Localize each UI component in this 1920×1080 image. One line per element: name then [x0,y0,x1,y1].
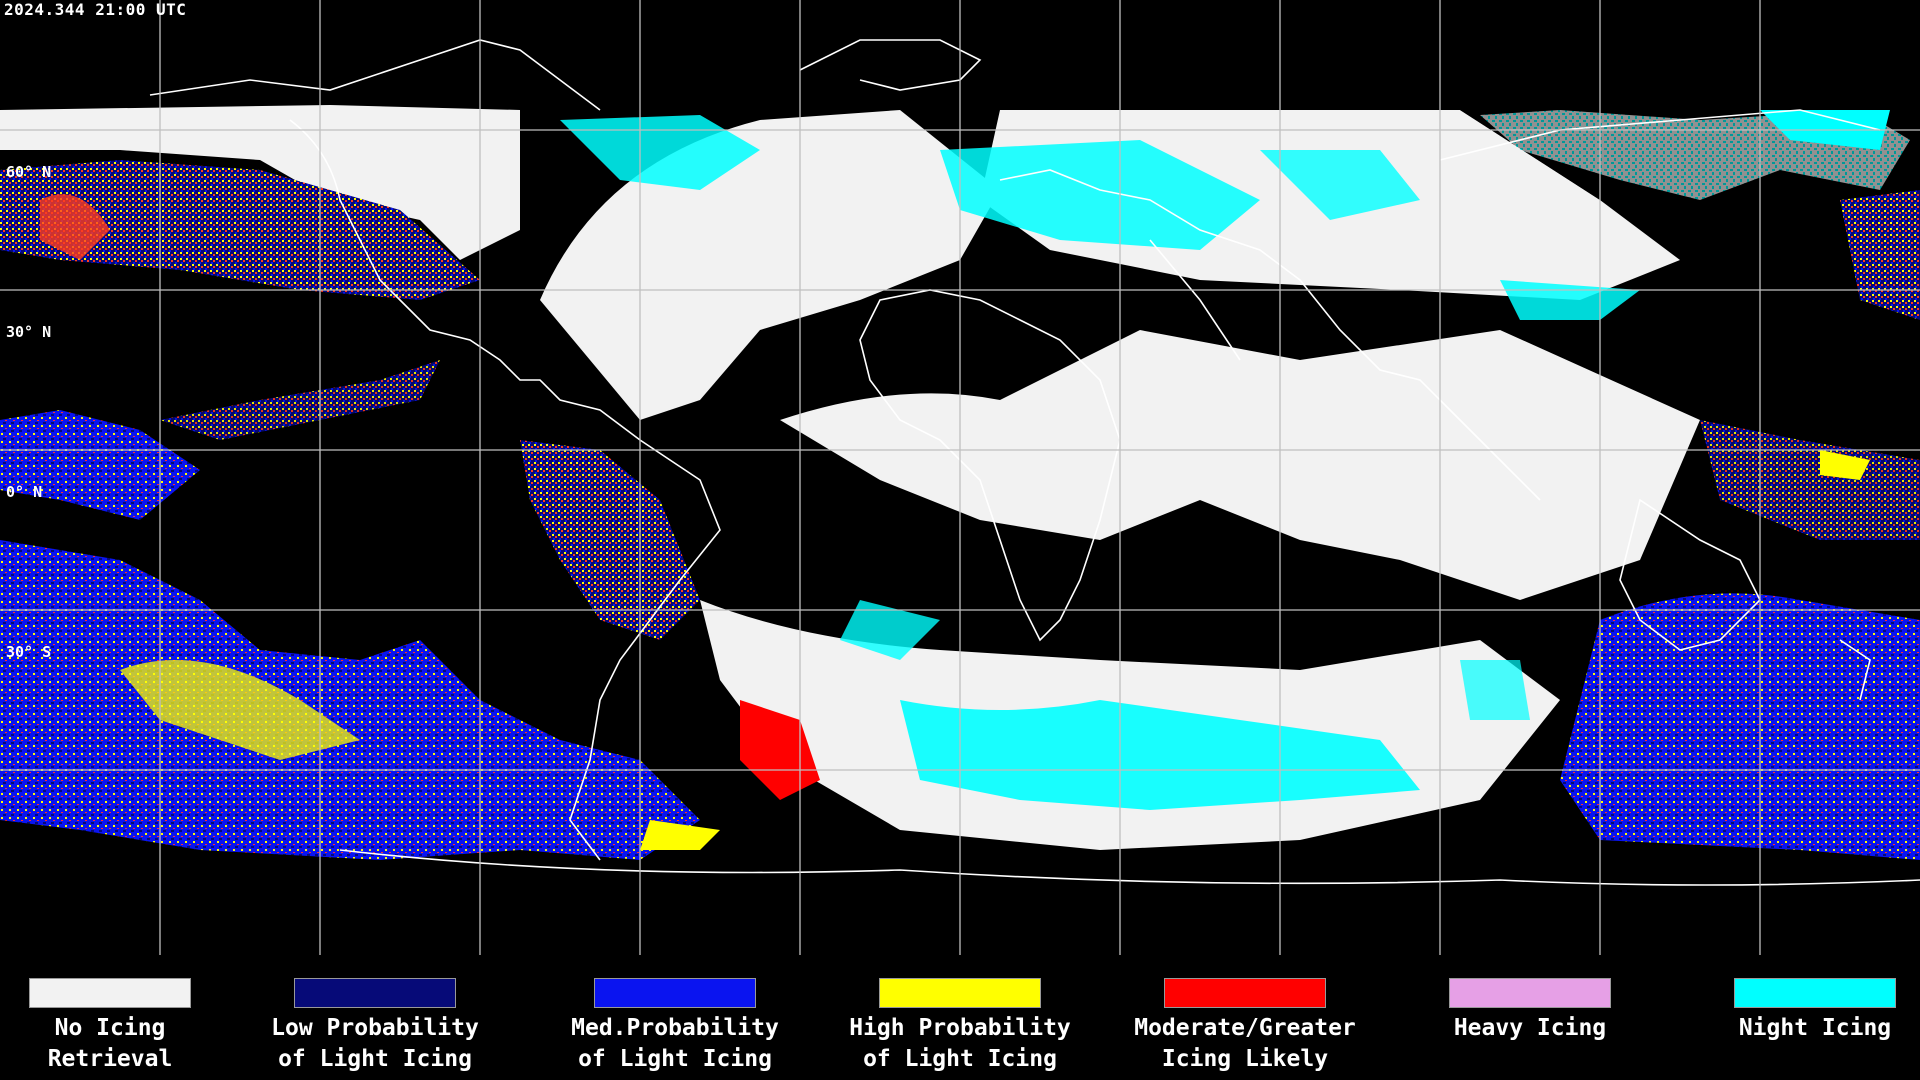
legend-label: Low Probability of Light Icing [271,1015,479,1072]
coastlines [149,39,1920,886]
legend-label: Night Icing [1738,1015,1892,1041]
lat-label-30n: 30° N [6,323,52,341]
legend: No Icing Retrieval Low Probability of Ligh… [0,960,1920,1080]
timestamp: 2024.344 21:00 UTC [4,0,187,19]
lat-label-0n: 0° N [6,483,43,501]
legend-label: High Probability of Light Icing [849,1015,1071,1072]
legend-swatch [29,978,191,1008]
legend-label: Moderate/Greater Icing Likely [1134,1015,1356,1072]
legend-item-moderate-greater: Moderate/Greater Icing Likely [1110,978,1380,1078]
legend-item-high-probability: High Probability of Light Icing [825,978,1095,1078]
lat-label-60n: 60° N [6,163,52,181]
legend-item-low-probability: Low Probability of Light Icing [240,978,510,1078]
night-icing-regions [560,110,1890,810]
legend-swatch [594,978,756,1008]
legend-swatch [1449,978,1611,1008]
legend-swatch [294,978,456,1008]
legend-item-night-icing: Night Icing [1680,978,1920,1078]
icing-map [0,0,1920,955]
lat-label-30s: 30° S [6,643,52,661]
icing-probability-regions [0,160,1920,860]
legend-swatch [879,978,1041,1008]
legend-item-heavy-icing: Heavy Icing [1395,978,1665,1078]
legend-item-no-icing: No Icing Retrieval [0,978,245,1078]
legend-label: Med.Probability of Light Icing [571,1015,779,1072]
legend-item-med-probability: Med.Probability of Light Icing [540,978,810,1078]
legend-swatch [1734,978,1896,1008]
legend-label: No Icing Retrieval [47,1015,173,1072]
legend-label: Heavy Icing [1453,1015,1607,1041]
lat-lon-grid [0,0,1920,955]
legend-swatch [1164,978,1326,1008]
